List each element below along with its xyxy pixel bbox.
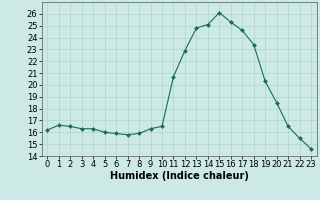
X-axis label: Humidex (Indice chaleur): Humidex (Indice chaleur) — [110, 171, 249, 181]
